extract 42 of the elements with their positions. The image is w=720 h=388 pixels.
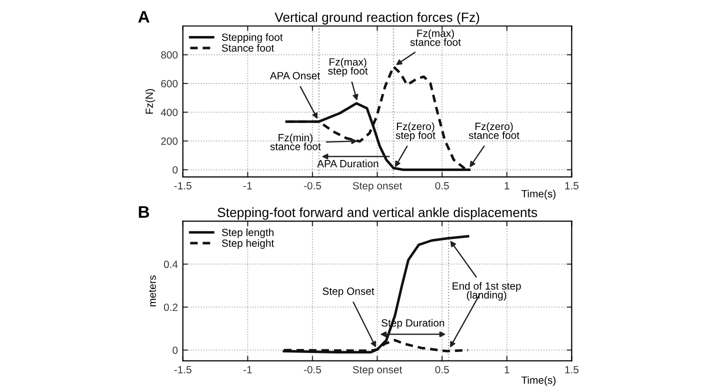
annotation: Fz(max) stance foot (410, 29, 461, 46)
legend-label: Stance foot (222, 44, 274, 52)
legend-label: Step height (222, 239, 274, 249)
annotation: Fz(zero) step foot (396, 122, 436, 142)
x-axis-title: Time(s) (521, 376, 556, 386)
y-tick-label: 600 (161, 80, 178, 88)
annotation: Fz(max) step foot (328, 58, 368, 77)
chart-title: Stepping-foot forward and vertical ankle displacements (218, 207, 538, 220)
x-tick-label: -1 (244, 182, 252, 190)
y-tick-label: 0 (172, 166, 178, 174)
y-axis-title: meters (149, 275, 156, 306)
annotation: APA Duration (317, 160, 378, 168)
y-tick-label: 0.4 (164, 260, 178, 268)
text: B (138, 206, 150, 218)
legend-label: Stepping foot (222, 33, 283, 43)
annotation: Fz(min) stance foot (270, 134, 321, 150)
x-tick-label: -0.5 (304, 366, 322, 374)
x-tick-label: -0.5 (304, 182, 322, 190)
x-tick-label: 1 (504, 182, 510, 190)
y-tick-label: 800 (161, 51, 178, 59)
x-tick-label: 1 (504, 366, 510, 374)
legend-label: Step length (222, 228, 274, 238)
x-tick-label: -1.5 (174, 182, 192, 190)
x-tick-label: 0.5 (435, 182, 449, 190)
y-axis-title: Fz(N) (145, 89, 156, 114)
y-tick-label: 200 (161, 137, 178, 145)
y-tick-label: 0 (172, 346, 178, 354)
x-tick-label: -1 (244, 366, 252, 374)
x-axis-title: Time(s) (521, 190, 556, 200)
y-tick-label: 400 (160, 108, 178, 116)
annotation: APA Onset (270, 72, 320, 80)
annotation: Step Onset (322, 288, 374, 297)
x-tick-label: Step onset (352, 366, 402, 376)
x-tick-label: 1.5 (565, 182, 578, 190)
text: A (138, 11, 150, 23)
annotation: Fz(zero) stance foot (468, 122, 520, 140)
y-tick-label: 0.2 (164, 304, 178, 311)
x-tick-label: 0.5 (435, 366, 449, 374)
chart-title: Vertical ground reaction forces (Fz) (274, 12, 480, 25)
x-tick-label: Step onset (352, 182, 402, 192)
x-tick-label: -1.5 (174, 366, 192, 374)
x-tick-label: 1.5 (565, 366, 578, 374)
